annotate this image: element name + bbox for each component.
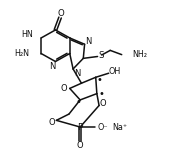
- Text: HN: HN: [21, 30, 33, 39]
- Text: •: •: [76, 97, 82, 107]
- Text: OH: OH: [108, 67, 120, 76]
- Text: N: N: [85, 37, 91, 46]
- Text: P: P: [77, 122, 83, 132]
- Text: •: •: [99, 89, 105, 99]
- Text: N: N: [49, 62, 56, 71]
- Text: Na⁺: Na⁺: [112, 122, 127, 132]
- Text: O: O: [61, 84, 68, 93]
- Text: O: O: [99, 99, 106, 108]
- Text: O: O: [49, 118, 56, 127]
- Text: N: N: [74, 69, 80, 78]
- Text: O: O: [57, 9, 64, 18]
- Text: S: S: [98, 51, 104, 60]
- Text: H₂N: H₂N: [14, 49, 30, 58]
- Text: O⁻: O⁻: [98, 122, 108, 132]
- Text: O: O: [77, 141, 83, 150]
- Text: •: •: [96, 75, 102, 85]
- Text: NH₂: NH₂: [132, 50, 148, 59]
